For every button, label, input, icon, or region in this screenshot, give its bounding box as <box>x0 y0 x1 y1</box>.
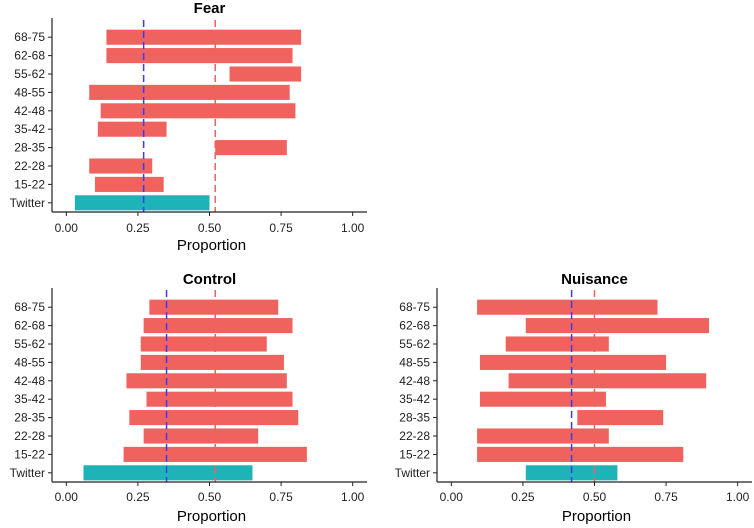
y-tick-label: 42-48 <box>399 374 430 388</box>
y-tick-label: 68-75 <box>14 30 45 44</box>
bar-68-75 <box>477 299 658 315</box>
y-tick-label: 35-42 <box>399 392 430 406</box>
bar-35-42 <box>146 391 293 407</box>
y-tick-label: 15-22 <box>399 447 430 461</box>
bar-48-55 <box>140 354 284 370</box>
y-tick-label: 42-48 <box>14 374 45 388</box>
y-tick-label: Twitter <box>10 196 45 210</box>
y-tick-label: 35-42 <box>14 122 45 136</box>
bar-62-68 <box>143 318 293 334</box>
bar-42-48 <box>508 373 707 389</box>
y-tick-label: 55-62 <box>399 337 430 351</box>
y-tick-label: 62-68 <box>399 319 430 333</box>
bar-55-62 <box>229 66 302 82</box>
y-tick-label: 68-75 <box>14 300 45 314</box>
y-tick-label: Twitter <box>10 466 45 480</box>
bar-15-22 <box>123 446 307 462</box>
bar-15-22 <box>477 446 684 462</box>
bar-15-22 <box>94 176 164 192</box>
bar-48-55 <box>89 84 290 100</box>
x-tick-label: 0.50 <box>583 490 607 504</box>
bar-68-75 <box>149 299 279 315</box>
y-tick-label: 48-55 <box>14 355 45 369</box>
y-tick-label: 28-35 <box>14 411 45 425</box>
x-axis-title: Proportion <box>177 508 246 525</box>
bar-22-28 <box>89 158 153 174</box>
x-tick-label: 1.00 <box>726 490 750 504</box>
bar-62-68 <box>525 318 710 334</box>
y-tick-label: 55-62 <box>14 337 45 351</box>
x-tick-label: 0.25 <box>126 490 150 504</box>
bar-28-35 <box>577 410 664 426</box>
x-tick-label: 0.75 <box>269 221 293 235</box>
y-tick-label: 22-28 <box>14 159 45 173</box>
x-tick-label: 1.00 <box>341 490 365 504</box>
x-tick-label: 0.00 <box>55 221 79 235</box>
y-tick-label: 22-28 <box>399 429 430 443</box>
y-tick-label: 28-35 <box>14 141 45 155</box>
panel-nuisance: Nuisance 68-75 62-68 55-62 48-55 42-48 35-42 28… <box>395 271 752 525</box>
bar-28-35 <box>215 140 287 156</box>
y-tick-label: 68-75 <box>399 300 430 314</box>
bar-35-42 <box>479 391 606 407</box>
bar-35-42 <box>97 121 167 137</box>
bar-55-62 <box>140 336 267 352</box>
x-tick-label: 1.00 <box>341 221 365 235</box>
bar-twitter <box>74 195 210 211</box>
x-tick-label: 0.75 <box>654 490 678 504</box>
y-tick-label: 35-42 <box>14 392 45 406</box>
bar-28-35 <box>129 410 299 426</box>
bar-22-28 <box>477 428 609 444</box>
y-tick-label: 22-28 <box>14 429 45 443</box>
y-tick-label: 48-55 <box>14 85 45 99</box>
x-tick-label: 0.50 <box>198 221 222 235</box>
bar-48-55 <box>479 354 667 370</box>
x-axis-title: Proportion <box>562 508 631 525</box>
bar-68-75 <box>106 29 302 45</box>
bar-42-48 <box>126 373 287 389</box>
x-tick-label: 0.25 <box>126 221 150 235</box>
panel-fear: Fear 68-75 62-68 55-62 48-55 42-48 35-42 28-35 2… <box>10 0 367 254</box>
y-tick-label: 42-48 <box>14 104 45 118</box>
x-tick-label: 0.50 <box>198 490 222 504</box>
panel-control: Control 68-75 62-68 55-62 48-55 42-48 35-42 28-… <box>10 271 367 525</box>
x-tick-label: 0.75 <box>269 490 293 504</box>
y-tick-label: Twitter <box>395 466 430 480</box>
y-tick-label: 62-68 <box>14 319 45 333</box>
panel-title: Nuisance <box>561 271 628 288</box>
y-tick-label: 28-35 <box>399 411 430 425</box>
y-tick-label: 15-22 <box>14 177 45 191</box>
bar-55-62 <box>505 336 609 352</box>
panel-title: Control <box>183 271 236 288</box>
x-tick-label: 0.00 <box>440 490 464 504</box>
x-tick-label: 0.00 <box>55 490 79 504</box>
bar-22-28 <box>143 428 259 444</box>
bar-62-68 <box>106 48 293 64</box>
x-axis-title: Proportion <box>177 237 246 254</box>
y-tick-label: 15-22 <box>14 447 45 461</box>
bar-twitter <box>83 465 253 481</box>
bar-42-48 <box>100 103 296 119</box>
y-tick-label: 55-62 <box>14 67 45 81</box>
y-tick-label: 48-55 <box>399 355 430 369</box>
panel-title: Fear <box>194 0 226 17</box>
y-tick-label: 62-68 <box>14 49 45 63</box>
x-tick-label: 0.25 <box>511 490 535 504</box>
